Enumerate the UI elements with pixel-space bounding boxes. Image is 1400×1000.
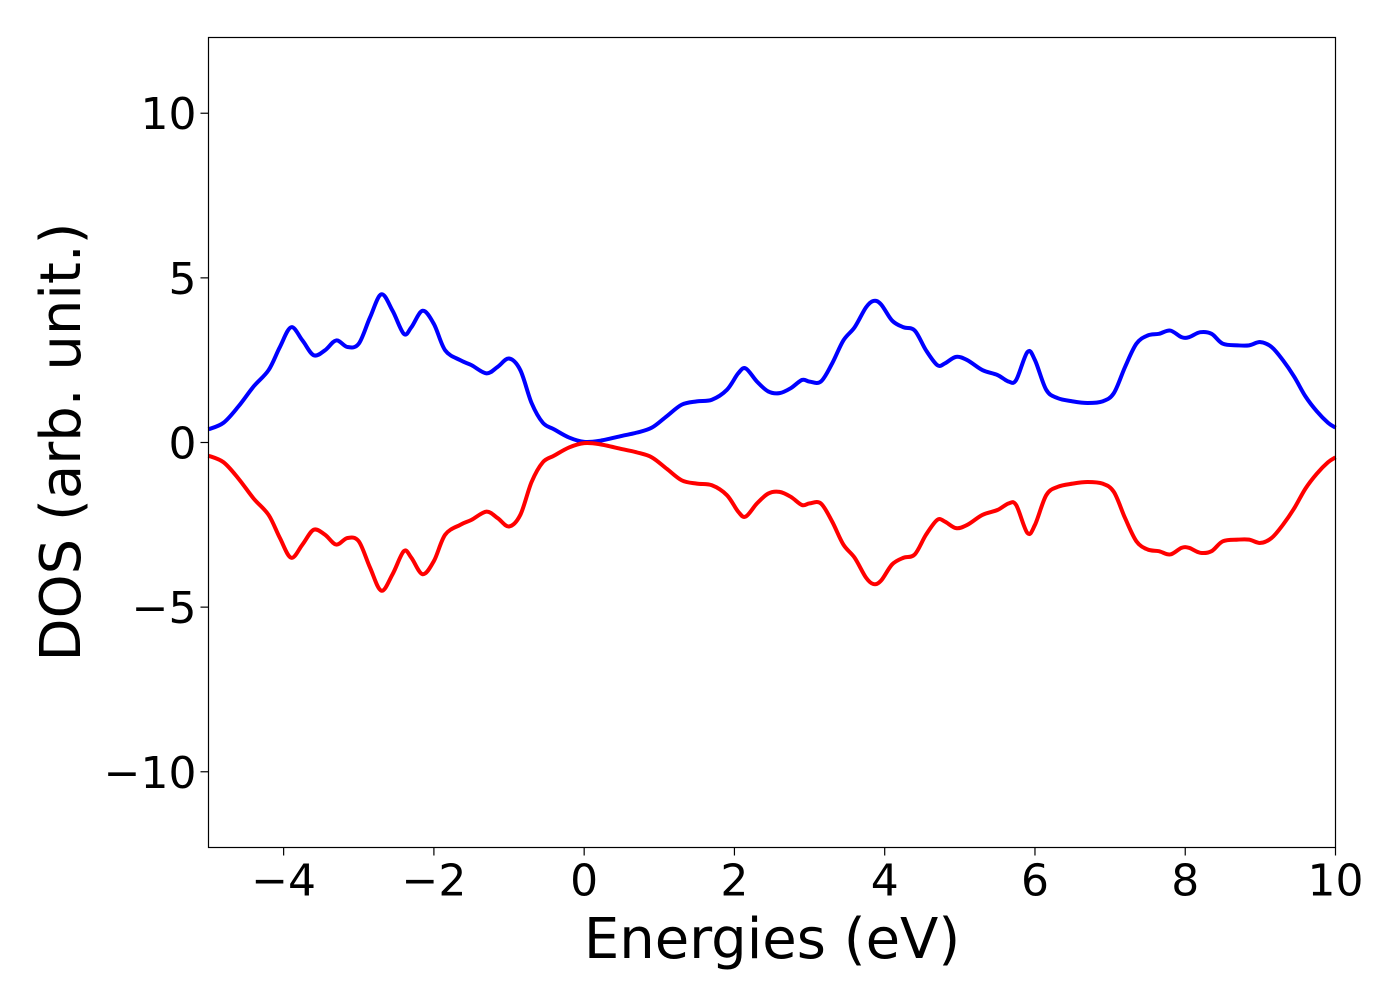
series-layer <box>207 292 1337 593</box>
y-axis-label: DOS (arb. unit.) <box>29 222 94 661</box>
plot-frame <box>207 36 1337 849</box>
x-axis-label: Energies (eV) <box>584 907 960 972</box>
x-tick-label: 6 <box>1021 856 1049 907</box>
y-axis: 10 5 0 −5 −10 <box>104 89 209 799</box>
y-tick-label: 5 <box>169 254 197 305</box>
x-tick-label: −2 <box>401 856 466 907</box>
x-tick-label: −4 <box>251 856 316 907</box>
x-tick-label: 8 <box>1171 856 1199 907</box>
x-axis: −4 −2 0 2 4 6 8 10 <box>251 847 1364 907</box>
x-tick-label: 10 <box>1308 856 1364 907</box>
series-line-1 <box>207 292 1337 445</box>
y-tick-label: −5 <box>132 583 197 634</box>
y-tick-label: 0 <box>169 419 197 470</box>
x-tick-label: 0 <box>570 856 598 907</box>
x-tick-label: 2 <box>720 856 748 907</box>
y-tick-label: 10 <box>141 89 197 140</box>
x-tick-label: 4 <box>871 856 899 907</box>
y-tick-label: −10 <box>104 748 197 799</box>
series-line-2 <box>207 440 1337 593</box>
